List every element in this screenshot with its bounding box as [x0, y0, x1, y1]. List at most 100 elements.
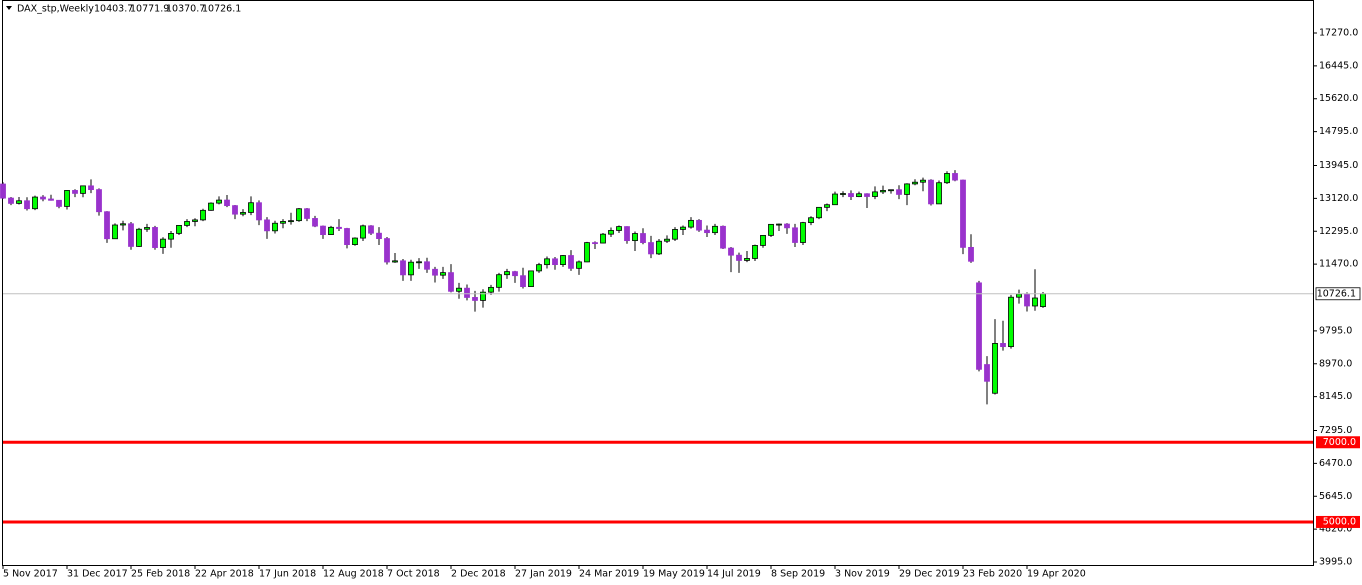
y-tick-label: 14795.0: [1319, 126, 1358, 137]
candle-body: [312, 218, 318, 227]
y-tick-label: 5645.0: [1319, 491, 1352, 502]
candle-body: [192, 219, 198, 222]
y-tick-label: 8145.0: [1319, 391, 1352, 402]
candle-body: [808, 217, 814, 224]
x-tick-label: 22 Apr 2018: [195, 569, 254, 580]
header-high: 10771.9: [130, 4, 169, 15]
plot-frame: [2, 0, 1314, 566]
x-tick-label: 14 Jul 2019: [707, 569, 761, 580]
candle-body: [536, 264, 542, 272]
candle-body: [568, 255, 574, 269]
candle-body: [992, 343, 998, 394]
x-tick-label: 25 Feb 2018: [131, 569, 190, 580]
candle-body: [512, 271, 518, 277]
candle-body: [424, 261, 430, 270]
candle-body: [728, 247, 734, 256]
reference-label-box: [1316, 515, 1360, 528]
x-tick-label: 24 Mar 2019: [579, 569, 639, 580]
candle-body: [1040, 293, 1046, 308]
header-close: 10726.1: [202, 4, 241, 15]
candle-body: [336, 226, 342, 229]
candle-body: [464, 287, 470, 298]
y-tick-label: 6470.0: [1319, 458, 1352, 469]
candle-body: [216, 199, 222, 204]
candle-body: [1024, 293, 1030, 307]
candle-body: [680, 226, 686, 230]
candle-body: [472, 297, 478, 301]
candle-body: [104, 211, 110, 240]
y-tick-label: 7295.0: [1319, 425, 1352, 436]
price-label: 10726.1: [1317, 288, 1356, 299]
candle-body: [920, 179, 926, 183]
y-tick-label: 17270.0: [1319, 27, 1358, 38]
candle-body: [376, 232, 382, 239]
candle-body: [432, 268, 438, 276]
candle-body: [200, 209, 206, 221]
candle-body: [208, 202, 214, 211]
candle-body: [552, 258, 558, 266]
header-open: 10403.7: [94, 4, 133, 15]
candle-body: [904, 183, 910, 195]
candle-body: [952, 173, 958, 181]
candle-body: [56, 199, 62, 207]
y-tick-label: 13120.0: [1319, 193, 1358, 204]
x-tick-label: 8 Sep 2019: [771, 569, 825, 580]
x-tick-label: 23 Feb 2020: [963, 569, 1022, 580]
x-tick-label: 3 Nov 2019: [835, 569, 890, 580]
candle-body: [616, 226, 622, 231]
x-tick-label: 2 Dec 2018: [451, 569, 506, 580]
candle-body: [0, 183, 6, 199]
candle-body: [24, 200, 30, 210]
candle-body: [656, 240, 662, 255]
candle-body: [848, 193, 854, 198]
candle-body: [800, 222, 806, 243]
candle-body: [888, 189, 894, 192]
candle-body: [128, 223, 134, 247]
candle-body: [600, 233, 606, 244]
candle-body: [704, 229, 710, 234]
candle-body: [768, 223, 774, 236]
menu-triangle[interactable]: [6, 6, 12, 10]
candle-body: [688, 219, 694, 228]
candle-body: [176, 224, 182, 234]
candle-body: [80, 185, 86, 194]
y-tick-label: 15620.0: [1319, 93, 1358, 104]
y-tick-label: 4820.0: [1319, 524, 1352, 535]
candle-body: [944, 173, 950, 184]
candle-body: [136, 228, 142, 247]
candle-body: [448, 272, 454, 292]
candle-body: [1032, 297, 1038, 307]
candle-body: [392, 260, 398, 263]
candle-body: [984, 364, 990, 382]
y-tick-label: 8970.0: [1319, 358, 1352, 369]
candle-body: [528, 270, 534, 288]
candle-body: [328, 226, 334, 235]
candle-body: [912, 181, 918, 185]
candle-body: [824, 204, 830, 208]
candle-body: [624, 226, 630, 242]
candle-body: [520, 275, 526, 288]
candle-body: [224, 199, 230, 207]
x-tick-label: 7 Oct 2018: [387, 569, 440, 580]
candle-body: [72, 190, 78, 194]
candle-body: [640, 233, 646, 243]
candle-body: [144, 227, 150, 230]
candle-body: [400, 260, 406, 276]
candle-body: [296, 208, 302, 222]
candle-body: [960, 179, 966, 248]
candle-body: [816, 206, 822, 219]
candle-body: [608, 230, 614, 235]
candle-body: [696, 219, 702, 231]
candle-body: [488, 286, 494, 293]
y-tick-label: 16445.0: [1319, 60, 1358, 71]
candle-body: [864, 193, 870, 197]
candle-body: [760, 234, 766, 246]
candle-body: [744, 258, 750, 261]
candle-body: [112, 224, 118, 240]
candle-body: [384, 238, 390, 263]
candle-body: [1008, 296, 1014, 348]
candle-body: [936, 182, 942, 205]
candle-body: [792, 227, 798, 243]
y-tick-label: 13945.0: [1319, 160, 1358, 171]
candle-body: [40, 196, 46, 200]
